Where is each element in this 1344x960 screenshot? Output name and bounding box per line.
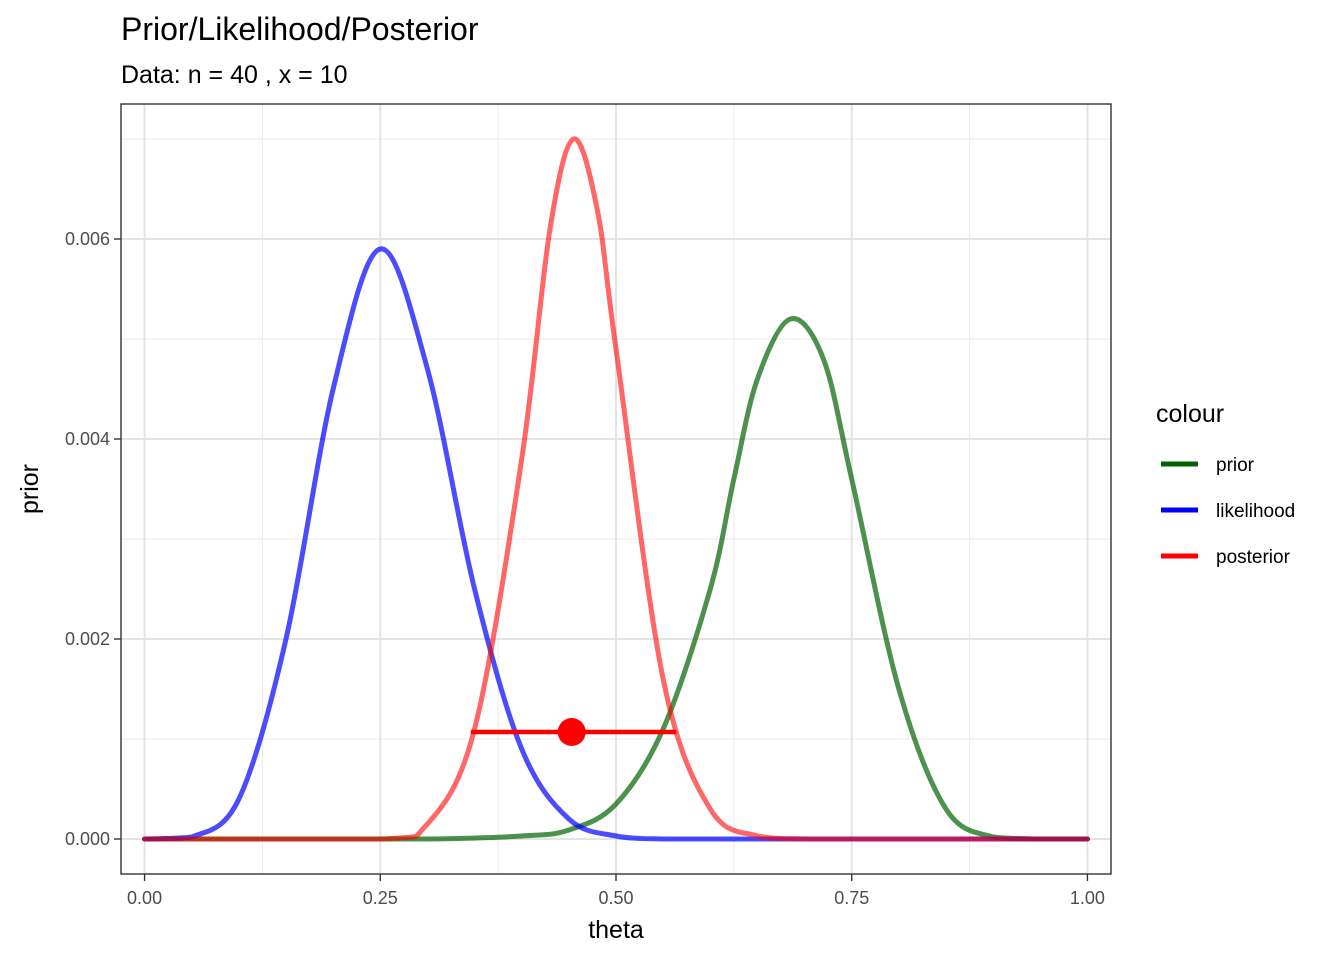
interval-layer	[470, 718, 677, 746]
x-tick-label: 0.50	[598, 888, 633, 908]
x-tick-label: 0.00	[127, 888, 162, 908]
legend: colour prior likelihood posterior	[1156, 400, 1295, 568]
legend-label-likelihood: likelihood	[1216, 501, 1295, 522]
x-axis-ticks: 0.00 0.25 0.50 0.75 1.00	[127, 874, 1105, 908]
y-tick-label: 0.006	[65, 229, 110, 249]
series-line-posterior	[142, 136, 1090, 842]
legend-label-prior: prior	[1216, 455, 1255, 476]
series-line-prior	[142, 316, 1090, 842]
series-layer	[142, 136, 1090, 842]
y-axis-title: prior	[16, 464, 44, 514]
legend-label-posterior: posterior	[1216, 547, 1291, 568]
y-tick-label: 0.002	[65, 629, 110, 649]
grid	[121, 104, 1111, 874]
y-tick-label: 0.000	[65, 829, 110, 849]
y-axis-ticks: 0.000 0.002 0.004 0.006	[65, 229, 121, 849]
x-tick-label: 1.00	[1070, 888, 1105, 908]
x-tick-label: 0.75	[834, 888, 869, 908]
x-axis-title: theta	[588, 916, 644, 944]
x-tick-label: 0.25	[363, 888, 398, 908]
y-tick-label: 0.004	[65, 429, 110, 449]
posterior-point-estimate	[557, 718, 586, 746]
chart-title: Prior/Likelihood/Posterior	[121, 11, 479, 47]
chart-subtitle: Data: n = 40 , x = 10	[121, 61, 348, 89]
legend-title: colour	[1156, 400, 1224, 428]
